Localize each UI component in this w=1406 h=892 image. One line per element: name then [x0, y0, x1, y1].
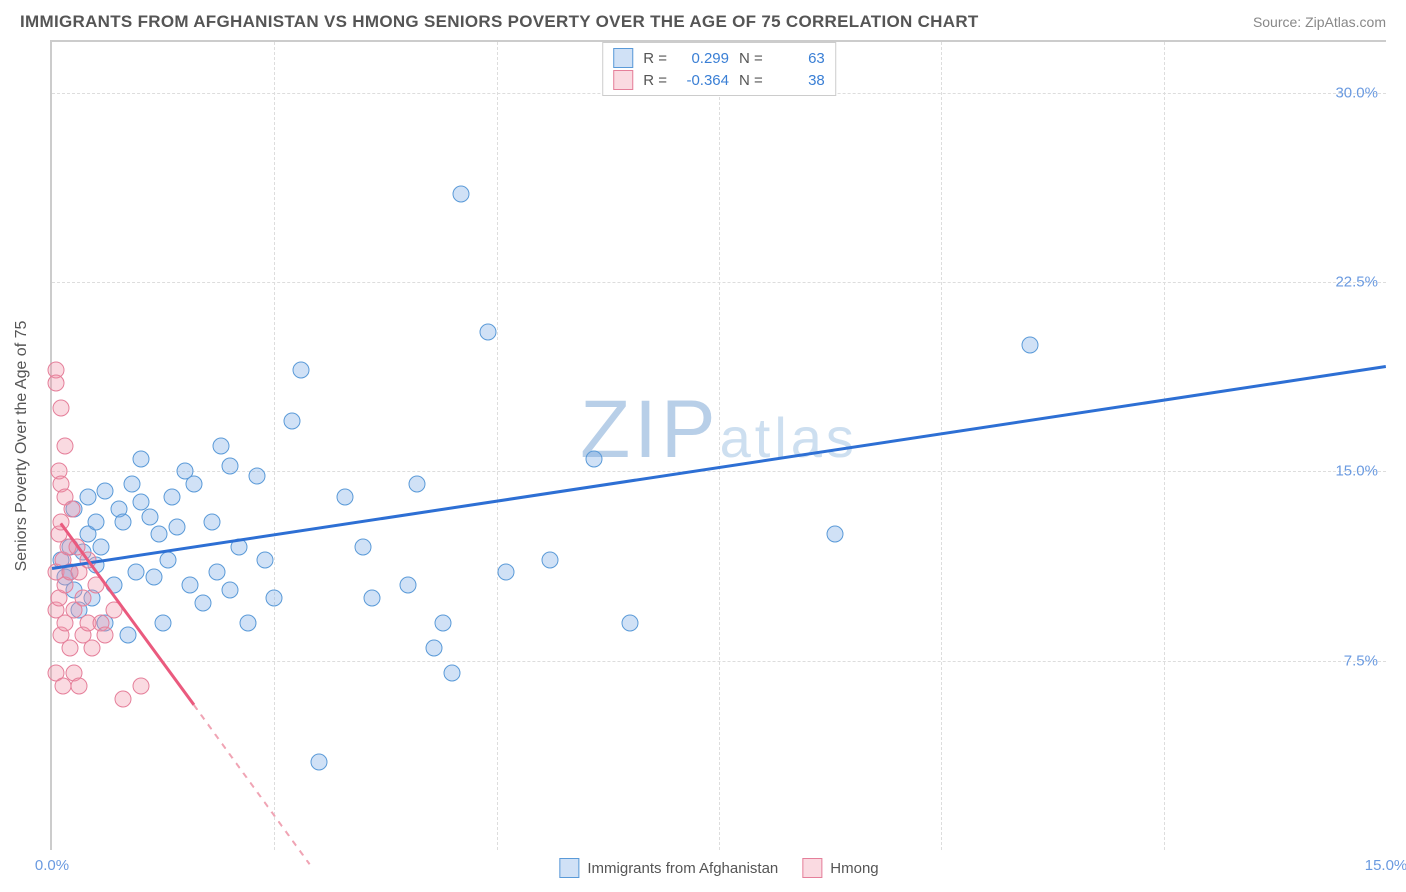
- legend-label: Immigrants from Afghanistan: [587, 860, 778, 877]
- legend-label: Hmong: [830, 860, 878, 877]
- scatter-chart: Seniors Poverty Over the Age of 75 ZIPat…: [50, 40, 1386, 850]
- data-point: [61, 640, 78, 657]
- data-point: [150, 526, 167, 543]
- data-point: [97, 483, 114, 500]
- data-point: [70, 677, 87, 694]
- data-point: [57, 438, 74, 455]
- data-point: [497, 564, 514, 581]
- data-point: [212, 438, 229, 455]
- data-point: [124, 475, 141, 492]
- correlation-legend: R = 0.299 N = 63 R = -0.364 N = 38: [602, 42, 836, 96]
- data-point: [586, 450, 603, 467]
- legend-swatch: [613, 48, 633, 68]
- n-value: 38: [773, 72, 825, 89]
- data-point: [248, 468, 265, 485]
- data-point: [168, 518, 185, 535]
- data-point: [186, 475, 203, 492]
- data-point: [181, 576, 198, 593]
- data-point: [141, 508, 158, 525]
- data-point: [221, 458, 238, 475]
- data-point: [426, 640, 443, 657]
- data-point: [444, 665, 461, 682]
- data-point: [435, 614, 452, 631]
- data-point: [92, 539, 109, 556]
- gridline-vertical: [497, 42, 498, 850]
- gridline-vertical: [719, 42, 720, 850]
- data-point: [52, 400, 69, 417]
- y-axis-label: Seniors Poverty Over the Age of 75: [13, 321, 31, 572]
- data-point: [208, 564, 225, 581]
- data-point: [119, 627, 136, 644]
- n-value: 63: [773, 50, 825, 67]
- legend-item: Hmong: [802, 858, 878, 878]
- data-point: [408, 475, 425, 492]
- data-point: [79, 488, 96, 505]
- r-value: -0.364: [677, 72, 729, 89]
- data-point: [155, 614, 172, 631]
- y-tick-label: 22.5%: [1335, 273, 1378, 290]
- data-point: [63, 501, 80, 518]
- series-legend: Immigrants from Afghanistan Hmong: [559, 858, 878, 878]
- data-point: [257, 551, 274, 568]
- data-point: [115, 513, 132, 530]
- data-point: [239, 614, 256, 631]
- gridline-vertical: [1164, 42, 1165, 850]
- data-point: [453, 185, 470, 202]
- chart-header: IMMIGRANTS FROM AFGHANISTAN VS HMONG SEN…: [0, 0, 1406, 40]
- data-point: [284, 412, 301, 429]
- data-point: [622, 614, 639, 631]
- gridline-vertical: [274, 42, 275, 850]
- legend-swatch: [559, 858, 579, 878]
- n-label: N =: [739, 50, 763, 67]
- data-point: [115, 690, 132, 707]
- y-tick-label: 15.0%: [1335, 463, 1378, 480]
- data-point: [1022, 337, 1039, 354]
- legend-swatch: [613, 70, 633, 90]
- data-point: [355, 539, 372, 556]
- legend-item: Immigrants from Afghanistan: [559, 858, 778, 878]
- data-point: [132, 677, 149, 694]
- x-tick-label: 15.0%: [1365, 857, 1406, 874]
- data-point: [159, 551, 176, 568]
- data-point: [48, 374, 65, 391]
- data-point: [84, 640, 101, 657]
- r-label: R =: [643, 50, 667, 67]
- data-point: [542, 551, 559, 568]
- data-point: [826, 526, 843, 543]
- chart-title: IMMIGRANTS FROM AFGHANISTAN VS HMONG SEN…: [20, 12, 979, 32]
- data-point: [479, 324, 496, 341]
- r-value: 0.299: [677, 50, 729, 67]
- data-point: [88, 513, 105, 530]
- x-tick-label: 0.0%: [35, 857, 69, 874]
- data-point: [146, 569, 163, 586]
- data-point: [97, 627, 114, 644]
- data-point: [221, 581, 238, 598]
- data-point: [75, 589, 92, 606]
- legend-row: R = 0.299 N = 63: [613, 47, 825, 69]
- source-attribution: Source: ZipAtlas.com: [1253, 14, 1386, 30]
- y-tick-label: 7.5%: [1344, 652, 1378, 669]
- data-point: [195, 594, 212, 611]
- legend-swatch: [802, 858, 822, 878]
- data-point: [399, 576, 416, 593]
- data-point: [132, 450, 149, 467]
- n-label: N =: [739, 72, 763, 89]
- trend-line: [194, 704, 311, 864]
- legend-row: R = -0.364 N = 38: [613, 69, 825, 91]
- data-point: [204, 513, 221, 530]
- data-point: [310, 753, 327, 770]
- r-label: R =: [643, 72, 667, 89]
- y-tick-label: 30.0%: [1335, 84, 1378, 101]
- data-point: [364, 589, 381, 606]
- data-point: [293, 362, 310, 379]
- data-point: [128, 564, 145, 581]
- gridline-vertical: [941, 42, 942, 850]
- data-point: [164, 488, 181, 505]
- data-point: [266, 589, 283, 606]
- data-point: [337, 488, 354, 505]
